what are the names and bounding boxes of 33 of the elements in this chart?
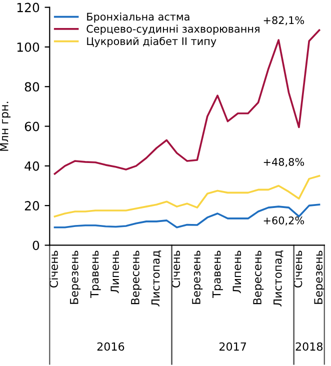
annotation: +60,2% [264, 216, 304, 226]
x-tick-label: Березень [70, 250, 80, 304]
x-tick-label: Березень [314, 250, 325, 304]
x-tick-label: Листопад [274, 250, 284, 306]
y-tick-label: 80 [24, 82, 40, 92]
x-tick-label: Січень [49, 250, 58, 288]
x-tick-label: Листопад [151, 250, 162, 306]
x-tick-label: Липень [110, 250, 120, 294]
legend-label: Бронхіальна астма [87, 12, 190, 23]
y-tick-label: 0 [32, 240, 40, 250]
y-tick-label: 120 [17, 2, 40, 12]
x-tick-label: Травень [212, 250, 223, 298]
line-series [54, 204, 320, 228]
y-tick-label: 20 [24, 201, 40, 210]
x-tick-label: Травень [90, 250, 101, 298]
y-tick-label: 60 [24, 122, 40, 132]
text: 2017 [219, 342, 246, 351]
x-tick-label: Січень [294, 250, 302, 288]
x-tick-label: Січень [171, 250, 180, 288]
y-tick-label: 40 [24, 161, 40, 171]
x-tick-label: Липень [232, 250, 242, 294]
x-tick-label: Вересень [131, 250, 142, 304]
legend-label: Серцево-судинні захворювання [86, 24, 260, 35]
annotation: +82,1% [264, 16, 304, 26]
legend-label: Цукровий діабет II типу [87, 36, 216, 48]
y-tick-label: 100 [17, 42, 40, 52]
annotation: +48,8% [264, 158, 304, 167]
text: 2016 [97, 342, 124, 351]
x-tick-label: Вересень [253, 250, 264, 304]
y-axis-title: Млн грн. [0, 102, 11, 151]
line-series [54, 174, 320, 218]
x-tick-label: Березень [192, 250, 203, 304]
text: 2018 [296, 342, 322, 351]
